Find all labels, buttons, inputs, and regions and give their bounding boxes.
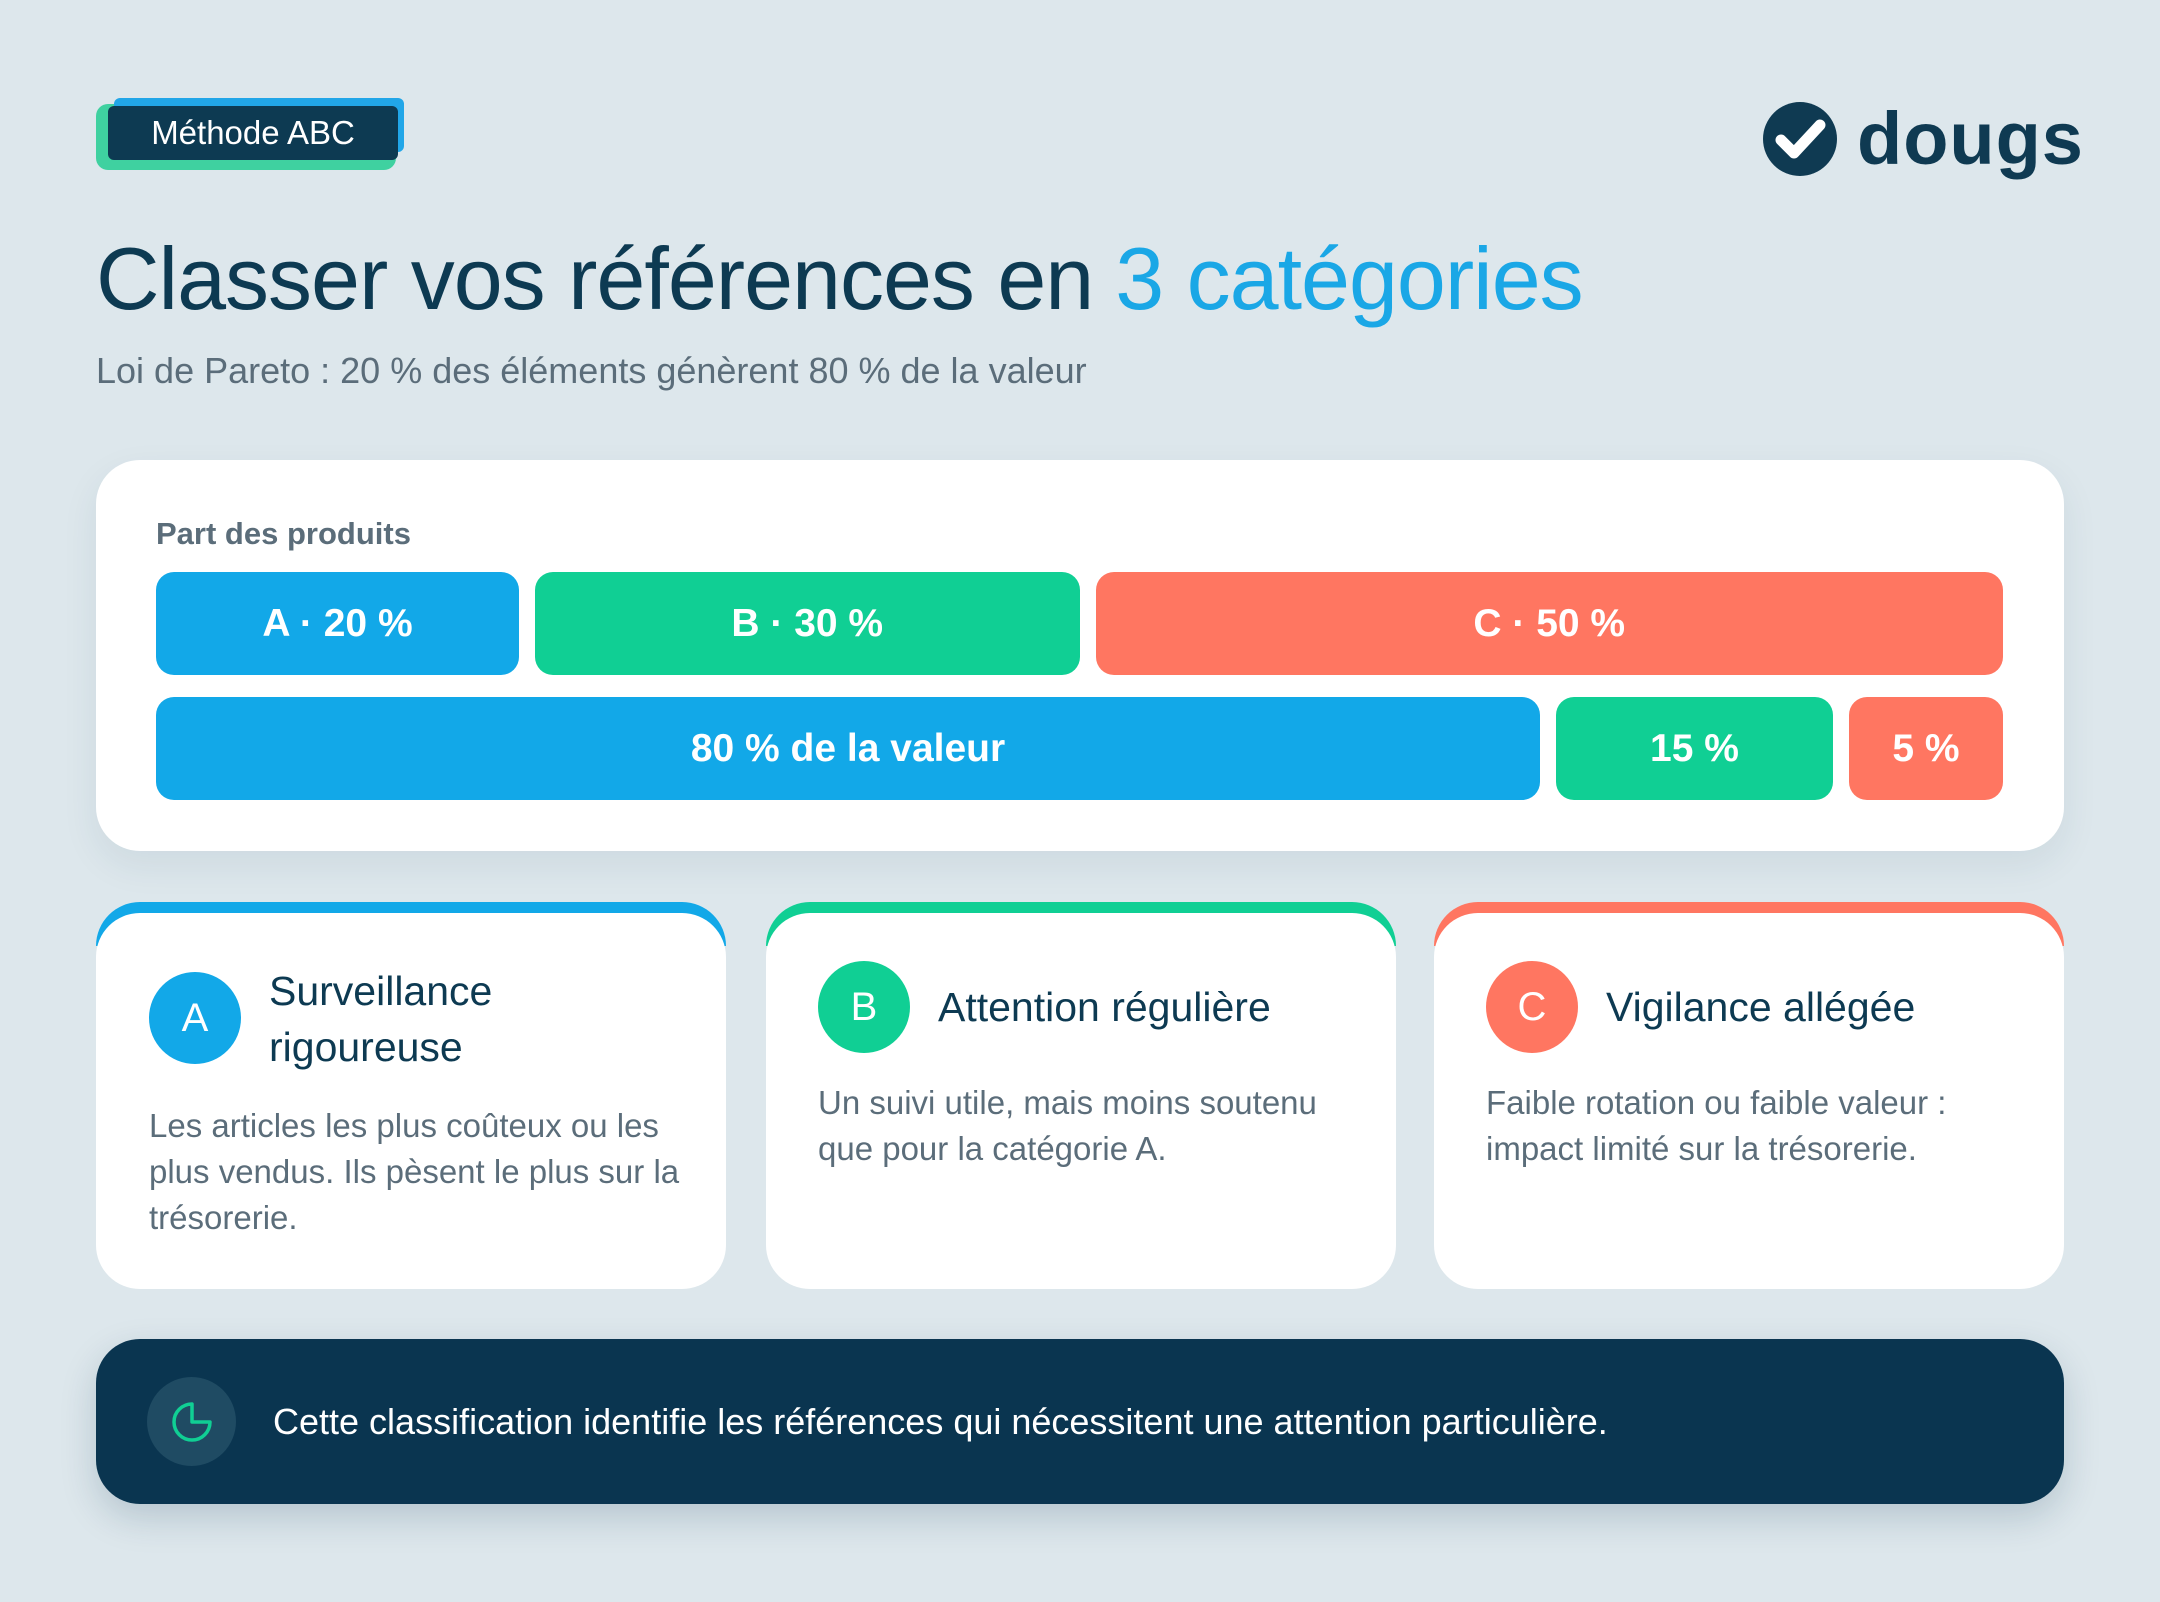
segment: 15 % bbox=[1556, 697, 1833, 800]
value-row: 80 % de la valeur 15 % 5 % bbox=[156, 697, 2003, 800]
category-card: A Surveillance rigoureuse Les articles l… bbox=[96, 902, 726, 1289]
title: Classer vos références en 3 catégories bbox=[96, 228, 1584, 330]
share-row: A · 20 % B · 30 % C · 50 % bbox=[156, 572, 2003, 675]
footer-icon bbox=[147, 1377, 236, 1466]
logo-text: dougs bbox=[1857, 97, 2084, 180]
category-card: C Vigilance allégée Faible rotation ou f… bbox=[1434, 902, 2064, 1289]
segment: B · 30 % bbox=[535, 572, 1080, 675]
card-title: Vigilance allégée bbox=[1606, 984, 1916, 1030]
category-card: B Attention régulière Un suivi utile, ma… bbox=[766, 902, 1396, 1289]
segment: A · 20 % bbox=[156, 572, 519, 675]
card-text: Un suivi utile, mais moins soutenu que p… bbox=[818, 1084, 1317, 1167]
subtitle: Loi de Pareto : 20 % des éléments génère… bbox=[96, 350, 1087, 391]
distribution-panel: Part des produits A · 20 % B · 30 % C · … bbox=[96, 460, 2064, 851]
title-highlight: 3 catégories bbox=[1115, 229, 1583, 328]
segment: 80 % de la valeur bbox=[156, 697, 1540, 800]
card-text: Faible rotation ou faible valeur : impac… bbox=[1486, 1084, 1947, 1167]
distribution-label: Part des produits bbox=[156, 516, 411, 551]
card-body: B Attention régulière Un suivi utile, ma… bbox=[766, 913, 1396, 1289]
card-body: A Surveillance rigoureuse Les articles l… bbox=[96, 913, 726, 1289]
card-letter: A bbox=[149, 972, 241, 1064]
card-body: C Vigilance allégée Faible rotation ou f… bbox=[1434, 913, 2064, 1289]
pie-icon bbox=[171, 1401, 212, 1442]
segment: 5 % bbox=[1849, 697, 2003, 800]
title-text: Classer vos références en bbox=[96, 229, 1094, 328]
logo-icon bbox=[1763, 101, 1837, 176]
logo: dougs bbox=[1763, 96, 2084, 181]
card-title: Surveillance rigoureuse bbox=[269, 968, 493, 1070]
badge: Méthode ABC bbox=[108, 106, 398, 160]
card-text: Les articles les plus coûteux ou les plu… bbox=[149, 1107, 680, 1236]
segment: C · 50 % bbox=[1095, 572, 2003, 675]
card-letter: C bbox=[1486, 961, 1578, 1053]
footer-banner: Cette classification identifie les référ… bbox=[96, 1339, 2064, 1504]
card-letter: B bbox=[818, 961, 910, 1053]
card-title: Attention régulière bbox=[938, 984, 1271, 1030]
footer-text: Cette classification identifie les référ… bbox=[273, 1400, 1608, 1442]
